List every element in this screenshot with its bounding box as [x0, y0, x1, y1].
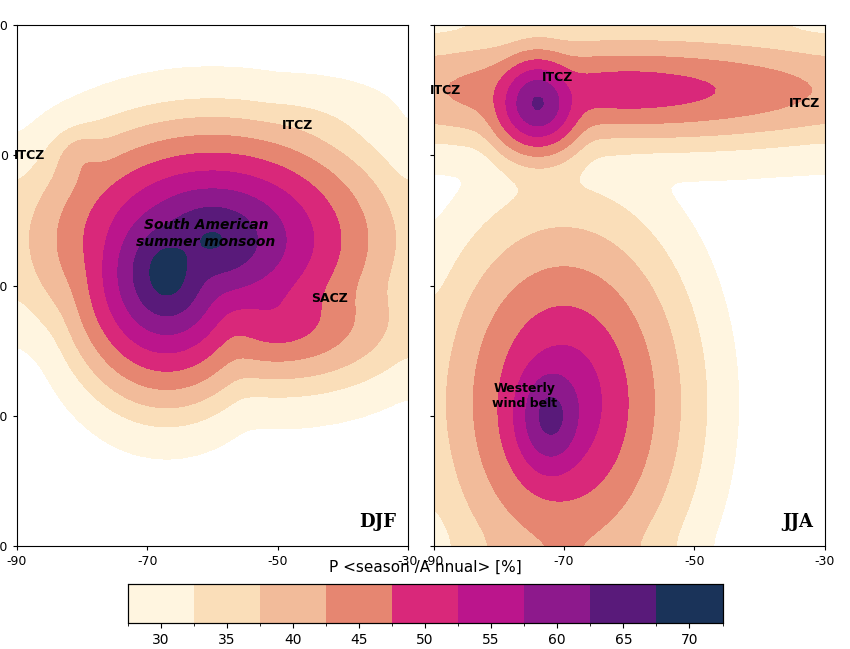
Text: JJA: JJA	[782, 513, 813, 531]
Text: P <season /A nnual> [%]: P <season /A nnual> [%]	[329, 559, 521, 574]
Text: ITCZ: ITCZ	[14, 149, 45, 162]
Text: ITCZ: ITCZ	[790, 97, 820, 110]
Text: SACZ: SACZ	[311, 292, 348, 305]
Text: South American
summer monsoon: South American summer monsoon	[136, 218, 275, 249]
Text: ITCZ: ITCZ	[541, 71, 573, 84]
Text: DJF: DJF	[360, 513, 396, 531]
Text: Westerly
wind belt: Westerly wind belt	[492, 382, 558, 410]
Text: ITCZ: ITCZ	[281, 119, 313, 132]
Text: ITCZ: ITCZ	[430, 84, 462, 97]
